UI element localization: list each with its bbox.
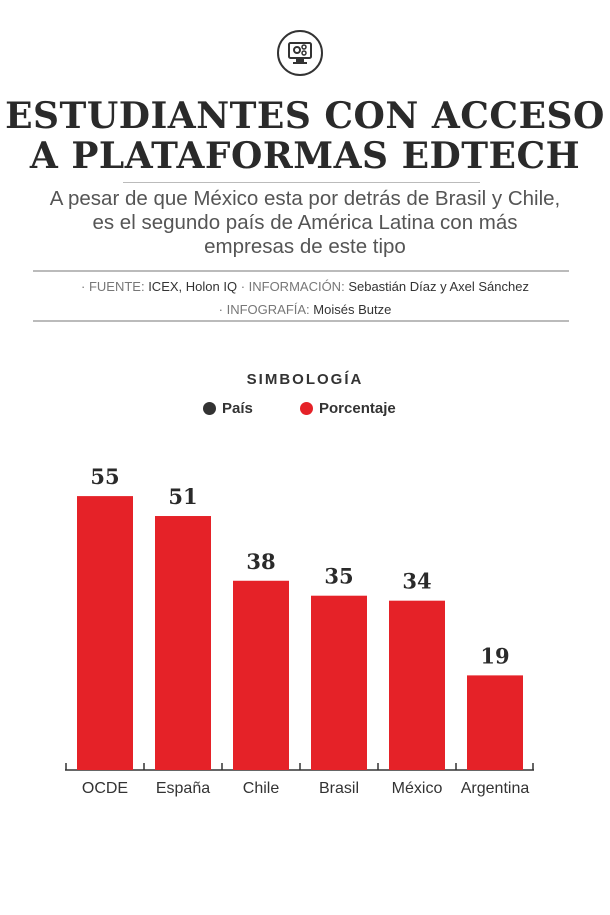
subtitle-line-3: empresas de este tipo <box>204 235 406 258</box>
category-label: México <box>392 780 443 797</box>
bar-argentina <box>467 675 523 770</box>
divider <box>33 320 569 322</box>
graphic-label: · INFOGRAFÍA: <box>218 302 310 317</box>
monitor-gears-icon <box>277 30 323 76</box>
title-line-2: A PLATAFORMAS EDTECH <box>29 135 581 177</box>
category-label: Chile <box>243 780 280 797</box>
legend-item-pais: País <box>203 400 253 417</box>
legend-dot <box>203 402 216 415</box>
data-label: 38 <box>246 549 275 574</box>
subtitle-line-2: es el segundo país de América Latina con… <box>92 211 518 234</box>
bar-españa <box>155 516 211 770</box>
category-label: Brasil <box>319 780 359 797</box>
bar-brasil <box>311 595 367 770</box>
source-label: · FUENTE: <box>81 279 145 294</box>
info: Sebastián Díaz y Axel Sánchez <box>348 279 529 294</box>
data-label: 35 <box>324 564 353 589</box>
subtitle: A pesar de que México esta por detrás de… <box>30 187 580 259</box>
category-label: España <box>156 780 210 797</box>
data-label: 34 <box>402 569 431 594</box>
credits-line-1: · FUENTE: ICEX, Holon IQ · INFORMACIÓN: … <box>30 279 580 294</box>
info-label: · INFORMACIÓN: <box>240 279 345 294</box>
legend-title: SIMBOLOGÍA <box>246 371 364 388</box>
data-label: 51 <box>168 484 197 509</box>
legend-item-porcentaje: Porcentaje <box>300 400 396 417</box>
bar-chile <box>233 580 289 770</box>
bar-méxico <box>389 600 445 770</box>
legend-dot <box>300 402 313 415</box>
data-label: 19 <box>480 643 509 668</box>
bar-ocde <box>77 496 133 770</box>
credits-line-2: · INFOGRAFÍA: Moisés Butze <box>30 302 580 317</box>
graphic: Moisés Butze <box>313 302 392 317</box>
source: ICEX, Holon IQ <box>148 279 238 294</box>
subtitle-line-1: A pesar de que México esta por detrás de… <box>49 187 561 210</box>
data-label: 55 <box>90 464 119 489</box>
divider <box>33 270 569 272</box>
title-line-1: ESTUDIANTES CON ACCESO <box>5 95 605 137</box>
category-label: Argentina <box>461 780 530 797</box>
category-label: OCDE <box>82 780 128 797</box>
divider <box>123 182 480 183</box>
legend-label: Porcentaje <box>319 400 396 417</box>
legend-label: País <box>222 400 253 417</box>
